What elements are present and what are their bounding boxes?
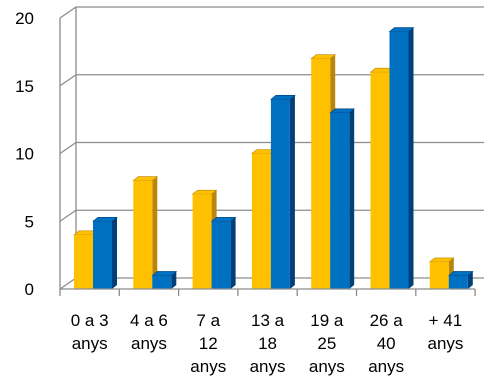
gridline [59,6,484,19]
bar [92,216,118,289]
x-tick-label: + 41 anys [427,311,463,353]
bar [329,108,356,289]
y-tick-label: 10 [15,145,34,164]
gridline [59,74,484,87]
bar [132,176,159,289]
y-tick-label: 20 [15,9,34,28]
x-tick-label: 0 a 3 anys [71,311,109,353]
x-tick-label: 19 a 25 anys [309,311,345,376]
x-tick-label: 26 a 40 anys [368,311,404,376]
bar [210,216,237,289]
bar [151,271,178,289]
bar [388,27,415,290]
x-tick-label: 13 a 18 anys [250,311,286,376]
x-tick-labels: 0 a 3 anys 4 a 6 anys 7 a 12 anys 13 a 18 anys 19 … [71,311,464,376]
bar [270,95,296,289]
bar [447,271,474,289]
y-tick-label: 5 [25,212,34,231]
x-tick-label: 7 a 12 anys [190,311,226,376]
y-tick-label: 15 [15,77,34,96]
bars-layer [73,27,474,290]
y-tick-labels: 0 5 10 15 20 [15,9,34,299]
x-tick-label: 4 a 6 anys [130,311,168,353]
axis-layer [59,18,476,296]
y-tick-label: 0 [25,280,34,299]
